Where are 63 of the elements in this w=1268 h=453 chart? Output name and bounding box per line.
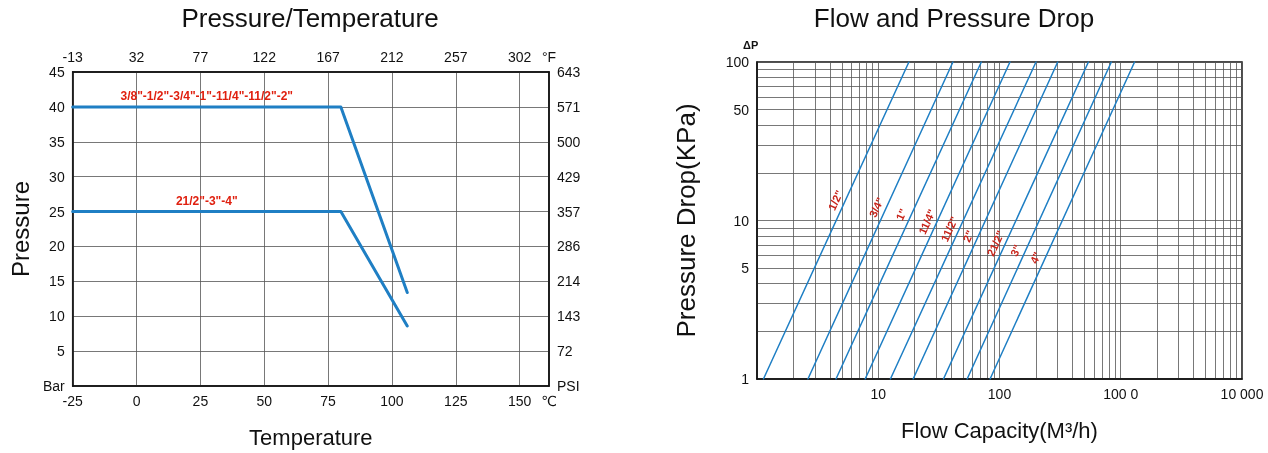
text: 3" (1007, 242, 1024, 259)
text: 3/4" (866, 195, 887, 220)
x2-tick-label: 257 (444, 49, 468, 65)
y-tick-label: 10 (733, 212, 750, 229)
text: 4" (1027, 249, 1044, 266)
text: 21/2" (984, 228, 1007, 258)
chart-title: Flow and Pressure Drop (813, 3, 1095, 33)
x-tick-label: 100 (987, 386, 1012, 402)
y2-tick-label: 643 (557, 64, 581, 80)
x-tick-label: -25 (62, 393, 84, 409)
y-axis-title: Pressure (6, 180, 34, 278)
y2-tick-label: 357 (557, 203, 581, 220)
x2-tick-label: 167 (316, 49, 340, 65)
y2-tick-label: 571 (557, 99, 581, 116)
y-tick-label: Bar (42, 378, 66, 394)
y2-tick-label: 214 (557, 273, 581, 290)
x-tick-label: 100 (380, 393, 404, 409)
x-tick-label: 75 (320, 393, 337, 409)
x-tick-label: 25 (192, 393, 209, 409)
x-tick-label: 150 (507, 393, 532, 409)
y-tick-label: 20 (49, 238, 65, 255)
x2-tick-label: 122 (252, 49, 277, 65)
x-tick-label: 0 (132, 393, 141, 409)
y-tick-label: 50 (733, 101, 750, 118)
y-axis-title: Pressure Drop(KPa) (671, 103, 701, 338)
y-tick-label: 1 (741, 371, 750, 387)
y2-tick-label: 429 (557, 168, 581, 185)
y-tick-label: 100 (725, 54, 750, 70)
text: 11/2" (938, 214, 961, 244)
y2-tick-label: 72 (557, 342, 573, 359)
y-tick-label: 15 (49, 273, 65, 290)
x2-tick-label: 32 (128, 49, 145, 65)
y2-tick-label: 143 (557, 308, 581, 325)
y-tick-label: 5 (741, 260, 750, 277)
text: 1/2" (825, 188, 846, 212)
y-tick-label: 35 (49, 133, 65, 150)
x-axis-title: Temperature (249, 424, 373, 450)
chart-title: Pressure/Temperature (181, 3, 439, 33)
x2-tick-label: 77 (192, 49, 209, 65)
x2-tick-label: °F (541, 49, 557, 65)
text: ΔP (743, 38, 759, 51)
text: 11/4" (916, 207, 938, 237)
x-axis-title: Flow Capacity(M³/h) (901, 417, 1098, 443)
x-tick-label: 10 (870, 386, 887, 402)
y2-tick-label: 500 (557, 133, 581, 150)
x2-tick-label: 302 (507, 49, 532, 65)
x-tick-label: 125 (444, 393, 468, 409)
x-tick-label: 50 (256, 393, 273, 409)
y2-tick-label: PSI (557, 378, 580, 394)
text: 2" (960, 228, 977, 244)
y-tick-label: 10 (49, 308, 65, 325)
y-tick-label: 5 (56, 343, 65, 360)
x-tick-label: 10 000 (1220, 386, 1264, 402)
y-tick-label: 30 (49, 168, 65, 185)
x-tick-label: 100 0 (1103, 386, 1139, 402)
text: 1" (893, 206, 910, 223)
y2-tick-label: 286 (557, 238, 581, 255)
x-tick-label: ℃ (541, 393, 557, 409)
y-tick-label: 40 (49, 98, 65, 115)
y-tick-label: 45 (49, 64, 65, 80)
x2-tick-label: -13 (62, 49, 84, 65)
y-tick-label: 25 (49, 203, 65, 220)
x2-tick-label: 212 (380, 49, 404, 65)
